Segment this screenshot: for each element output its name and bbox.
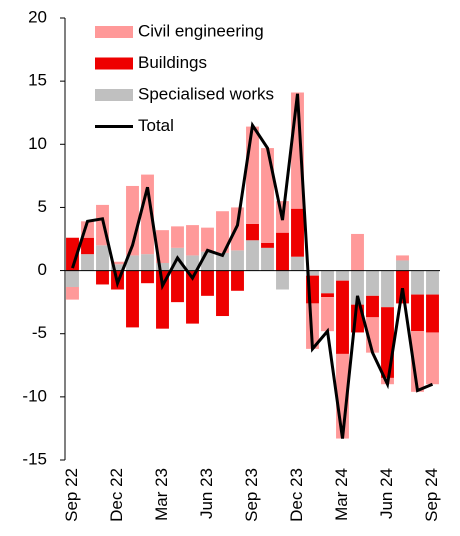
bar: [126, 270, 139, 328]
bar: [246, 223, 259, 241]
bar: [291, 208, 304, 257]
bar: [216, 211, 229, 253]
y-tick-label: 0: [38, 260, 47, 279]
y-tick-label: -10: [22, 386, 47, 405]
x-tick-label: Dec 22: [107, 468, 126, 522]
bar: [381, 270, 394, 308]
y-tick-label: 10: [28, 134, 47, 153]
x-tick-label: Jun 24: [377, 468, 396, 519]
bar: [351, 270, 364, 305]
bar: [216, 270, 229, 317]
bar: [396, 270, 409, 304]
bar: [141, 254, 154, 271]
bar: [216, 252, 229, 271]
legend-swatch: [95, 26, 133, 38]
bar: [66, 270, 79, 287]
y-tick-label: -15: [22, 449, 47, 468]
bar: [126, 255, 139, 271]
bar: [141, 270, 154, 284]
bar: [411, 270, 424, 295]
bar: [366, 295, 379, 318]
y-tick-label: 15: [28, 71, 47, 90]
bar: [171, 270, 184, 303]
bar: [186, 270, 199, 324]
bar: [276, 232, 289, 271]
bar: [261, 242, 274, 248]
total-line: [71, 93, 434, 439]
bar: [291, 256, 304, 271]
x-tick-label: Sep 22: [62, 468, 81, 522]
bar: [156, 262, 169, 271]
x-tick-label: Sep 23: [242, 468, 261, 522]
x-tick-label: Mar 24: [332, 468, 351, 521]
bar: [366, 270, 379, 296]
bar: [351, 233, 364, 271]
bar: [321, 297, 334, 332]
bar: [201, 227, 214, 252]
bar: [231, 250, 244, 271]
bar: [306, 270, 319, 276]
bar: [261, 247, 274, 271]
bar: [156, 270, 169, 329]
bar: [186, 225, 199, 256]
bar: [411, 294, 424, 332]
bar: [96, 270, 109, 285]
bar: [111, 264, 124, 271]
legend-label: Civil engineering: [138, 21, 264, 40]
bar: [201, 270, 214, 296]
legend-label: Buildings: [138, 53, 207, 72]
bar: [171, 226, 184, 248]
bar: [111, 261, 124, 265]
bar: [336, 280, 349, 354]
bar: [396, 260, 409, 271]
bar: [336, 270, 349, 281]
bar: [186, 255, 199, 271]
bar: [81, 254, 94, 271]
x-tick-label: Jun 23: [197, 468, 216, 519]
bar: [246, 126, 259, 224]
bar: [246, 240, 259, 271]
x-tick-label: Dec 23: [287, 468, 306, 522]
bar: [381, 307, 394, 378]
legend-label: Specialised works: [138, 84, 274, 103]
bar: [321, 293, 334, 298]
y-tick-label: 20: [28, 7, 47, 26]
bar: [396, 255, 409, 261]
bar: [81, 237, 94, 255]
legend-swatch: [95, 57, 133, 70]
x-tick-label: Mar 23: [152, 468, 171, 521]
bar: [321, 270, 334, 294]
bar: [426, 270, 439, 295]
y-tick-label: 5: [38, 197, 47, 216]
bar: [276, 270, 289, 290]
bar: [426, 332, 439, 385]
bar: [66, 286, 79, 300]
x-tick-label: Sep 24: [422, 468, 441, 522]
bar: [261, 148, 274, 243]
bar: [231, 207, 244, 251]
legend-swatch: [95, 89, 133, 101]
legend-label: Total: [138, 116, 174, 135]
bar: [231, 270, 244, 291]
bar: [426, 294, 439, 333]
y-tick-label: -5: [32, 323, 47, 342]
bar: [96, 245, 109, 271]
